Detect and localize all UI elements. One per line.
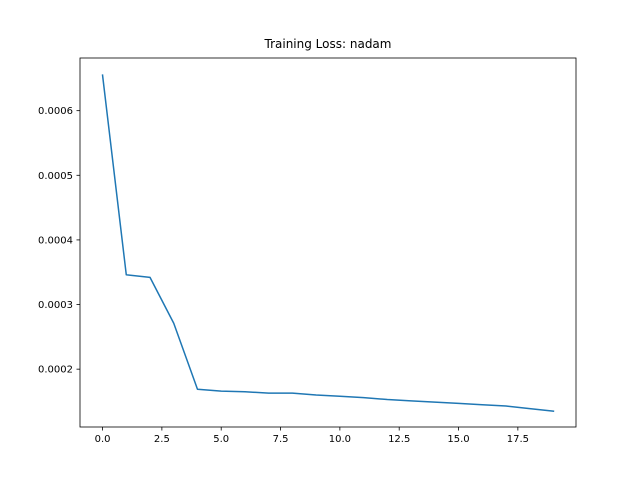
y-tick-label: 0.0003 <box>38 300 73 311</box>
x-tick-label: 15.0 <box>447 434 469 445</box>
y-tick-label: 0.0002 <box>38 365 73 376</box>
loss-series-line <box>101 74 555 412</box>
y-tick-label: 0.0004 <box>38 235 73 246</box>
plot-area: 0.0 2.5 5.0 7.5 10.0 12.5 15.0 17.5 0.0002 0.0003… <box>38 74 555 445</box>
axes-frame <box>79 57 577 428</box>
x-tick-label: 10.0 <box>329 434 351 445</box>
x-tick-label: 0.0 <box>95 434 111 445</box>
y-tick-label: 0.0006 <box>38 106 73 117</box>
x-tick-label: 17.5 <box>507 434 529 445</box>
y-tick-label: 0.0005 <box>38 171 73 182</box>
x-tick-label: 12.5 <box>388 434 410 445</box>
x-tick-label: 5.0 <box>213 434 229 445</box>
x-tick-label: 2.5 <box>154 434 170 445</box>
chart-title: Training Loss: nadam <box>264 37 392 51</box>
x-tick-label: 7.5 <box>273 434 289 445</box>
